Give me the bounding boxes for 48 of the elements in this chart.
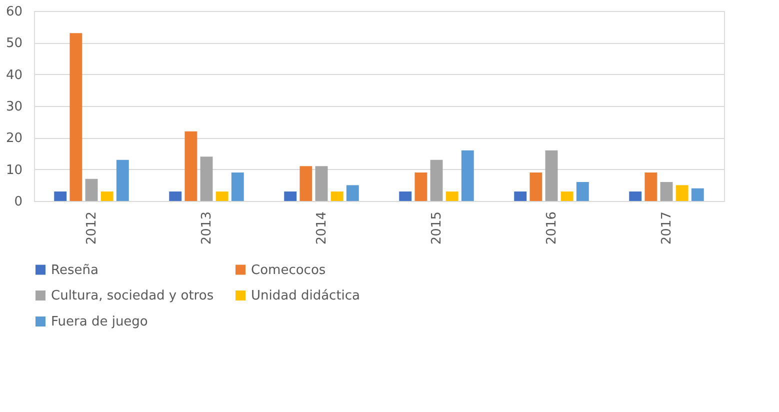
bar (216, 192, 228, 201)
bar (644, 172, 658, 201)
x-tick-label: 2014 (314, 212, 330, 245)
bar (200, 156, 213, 201)
x-tick-label: 2013 (200, 212, 214, 245)
bar (85, 178, 98, 201)
y-tick-label: 60 (6, 4, 22, 20)
legend-label: Reseña (51, 262, 98, 278)
bar (330, 192, 344, 201)
bar (399, 192, 412, 201)
legend-label: Unidad didáctica (251, 288, 360, 304)
bar (691, 188, 704, 201)
bar (184, 131, 198, 201)
bar (530, 172, 542, 201)
x-tick-label: 2016 (544, 212, 560, 245)
bar (100, 192, 114, 201)
bar (560, 192, 574, 201)
bar (446, 192, 458, 201)
legend-label: Cultura, sociedad y otros (51, 288, 214, 304)
bar (514, 192, 527, 201)
bar (629, 192, 642, 201)
bar (315, 166, 328, 201)
bar (461, 150, 474, 201)
y-tick-label: 20 (6, 131, 22, 146)
bar (430, 160, 443, 201)
bar (545, 150, 558, 201)
y-tick-label: 30 (6, 100, 22, 114)
bar (346, 185, 359, 201)
legend-label: Fuera de juego (51, 314, 148, 330)
bar (300, 166, 312, 201)
x-tick-label: 2015 (430, 212, 444, 245)
bar (169, 192, 182, 201)
bar (284, 192, 297, 201)
y-tick-label: 50 (6, 36, 22, 52)
bar (414, 172, 428, 201)
x-tick-label: 2012 (84, 212, 100, 245)
bar (576, 182, 589, 201)
legend-label: Comecocos (251, 262, 326, 278)
y-tick-label: 40 (6, 68, 22, 83)
x-tick-label: 2017 (660, 212, 674, 245)
bar (676, 185, 688, 201)
bar (660, 182, 673, 201)
bar (54, 192, 67, 201)
bar (116, 160, 129, 201)
y-tick-label: 10 (6, 162, 22, 178)
y-tick-label: 0 (14, 194, 22, 210)
bar (70, 33, 82, 201)
bar (231, 172, 244, 201)
